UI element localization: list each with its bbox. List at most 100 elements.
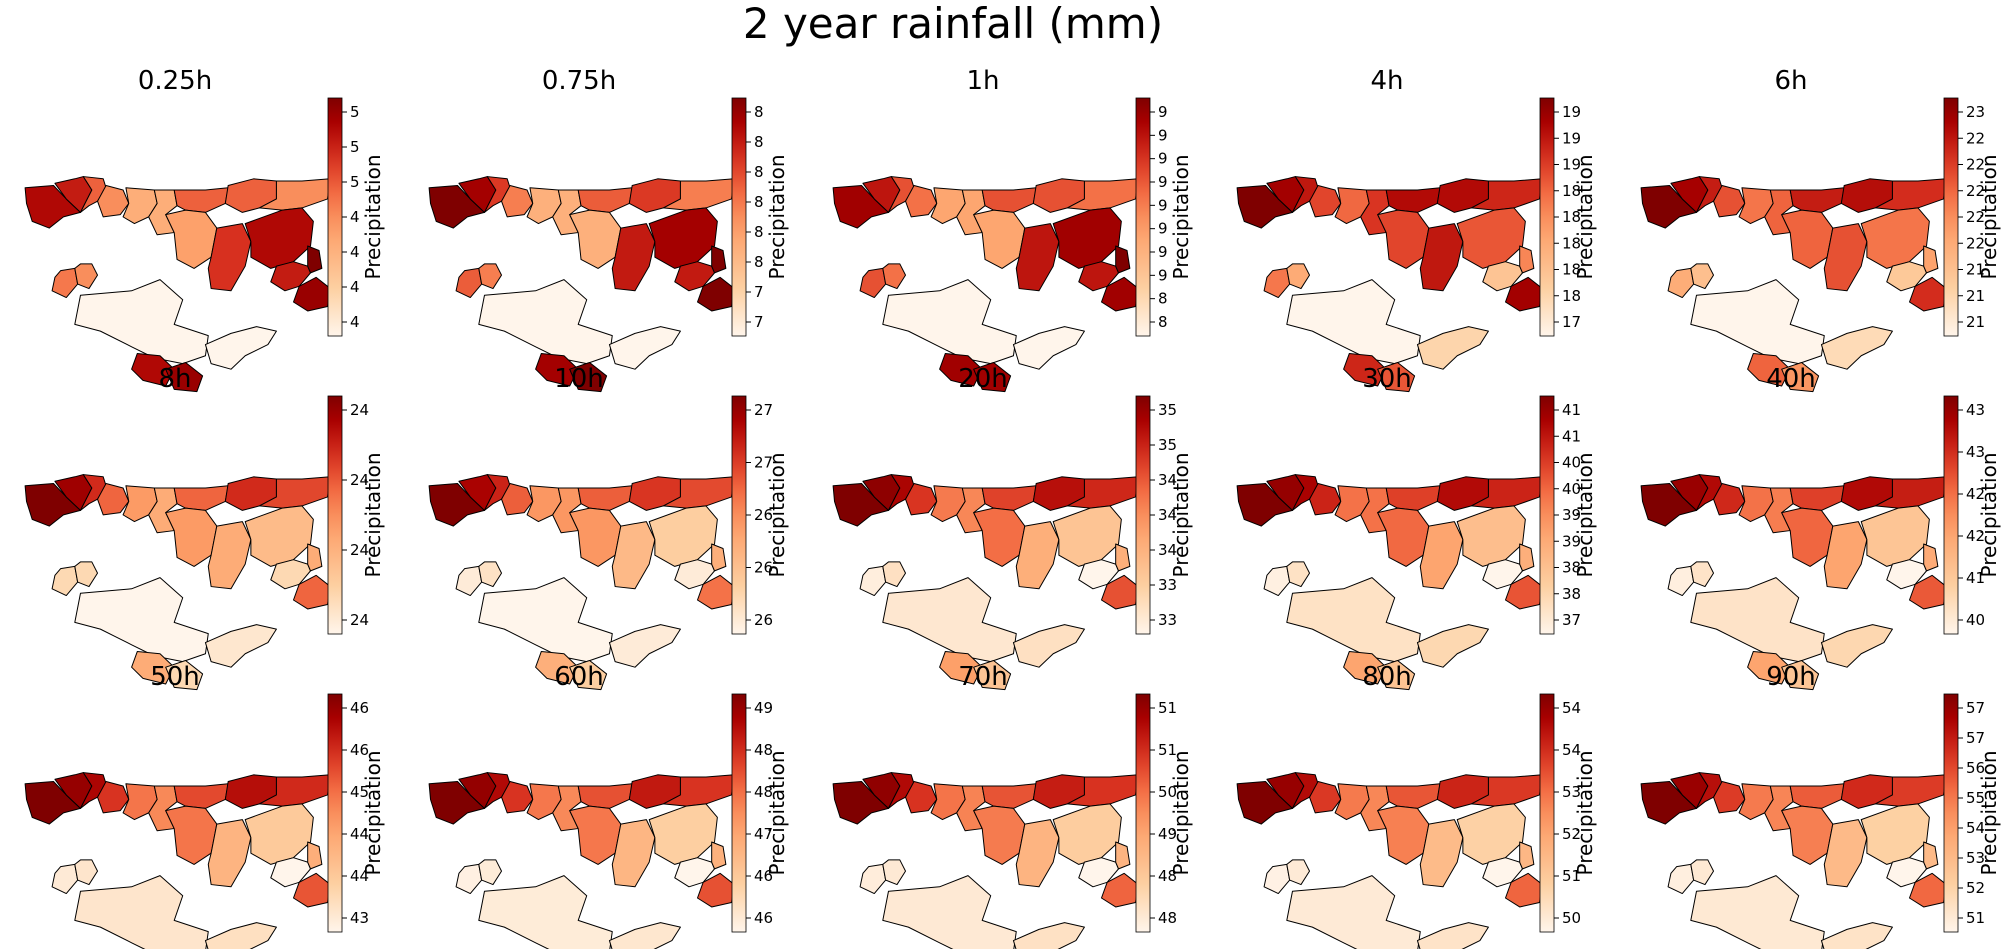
panel-title: 1h <box>966 66 1000 96</box>
region-polygon <box>1520 544 1534 571</box>
region-polygon <box>1824 224 1867 291</box>
colorbar-tick-label: 21 <box>1966 313 1985 331</box>
colorbar-tick-label: 18 <box>1562 182 1581 200</box>
region-polygon <box>1483 262 1523 291</box>
figure-title: 2 year rainfall (mm) <box>742 0 1164 48</box>
region-polygon <box>166 362 203 391</box>
colorbar-tick-label: 49 <box>754 699 773 717</box>
colorbar-tick-label: 21 <box>1966 261 1985 279</box>
colorbar-tick-label: 51 <box>1562 867 1581 885</box>
region-polygon <box>75 578 208 662</box>
region-polygon <box>1691 280 1824 364</box>
region-polygon <box>1344 652 1387 684</box>
colorbar-label: Precipitation <box>361 750 385 875</box>
region-polygon <box>75 876 208 949</box>
colorbar-tick-label: 48 <box>1158 909 1177 927</box>
colorbar-tick-label: 48 <box>754 741 773 759</box>
region-polygon <box>208 820 251 887</box>
region-polygon <box>479 280 612 364</box>
region-polygon <box>612 522 655 589</box>
colorbar <box>1539 97 1555 337</box>
colorbar-tick-label: 7 <box>754 313 764 331</box>
region-polygon <box>25 782 80 825</box>
colorbar-tick-label: 40 <box>1562 480 1581 498</box>
colorbar <box>731 395 747 635</box>
region-polygon <box>1420 522 1463 589</box>
region-polygon <box>982 784 1036 809</box>
region-polygon <box>1714 186 1745 217</box>
region-polygon <box>612 820 655 887</box>
region-polygon <box>75 264 98 289</box>
region-polygon <box>1016 820 1059 887</box>
region-polygon <box>166 210 217 268</box>
colorbar-label: Precipitation <box>361 154 385 279</box>
region-polygon <box>1292 475 1318 511</box>
region-polygon <box>293 873 330 907</box>
region-polygon <box>25 186 80 229</box>
colorbar-tick-label: 35 <box>1158 436 1177 454</box>
colorbar-tick-label: 38 <box>1562 585 1581 603</box>
colorbar-tick-label: 45 <box>350 783 369 801</box>
region-polygon <box>1344 354 1387 386</box>
panel-title: 6h <box>1774 66 1808 96</box>
region-polygon <box>1053 208 1121 268</box>
region-polygon <box>1748 354 1791 386</box>
panel-title: 20h <box>958 364 1008 394</box>
region-polygon <box>1310 186 1341 217</box>
region-polygon <box>1116 544 1130 571</box>
region-polygon <box>860 268 886 297</box>
region-polygon <box>502 484 533 515</box>
region-polygon <box>1287 578 1420 662</box>
region-polygon <box>940 652 983 684</box>
colorbar-tick-label: 44 <box>350 867 369 885</box>
panel-title: 0.75h <box>541 66 617 96</box>
region-polygon <box>1386 188 1440 213</box>
region-polygon <box>1909 873 1946 907</box>
region-polygon <box>456 864 482 893</box>
region-polygon <box>697 575 734 609</box>
map-svg: 21 21 21 22 22 22 22 22 23 Precipitation <box>1616 97 2001 352</box>
colorbar-tick-label: 9 <box>1158 150 1168 168</box>
region-polygon <box>833 484 888 527</box>
region-polygon <box>1821 327 1892 370</box>
region-polygon <box>1101 873 1138 907</box>
region-polygon <box>1782 660 1819 689</box>
region-polygon <box>271 560 311 589</box>
region-polygon <box>80 475 106 511</box>
panel-title: 4h <box>1370 66 1404 96</box>
region-polygon <box>1053 506 1121 566</box>
colorbar-tick-label: 19 <box>1562 156 1581 174</box>
colorbar-tick-label: 9 <box>1158 266 1168 284</box>
region-polygon <box>308 544 322 571</box>
region-polygon <box>982 486 1036 511</box>
region-polygon <box>1641 484 1696 527</box>
region-polygon <box>1457 506 1525 566</box>
colorbar-tick-label: 22 <box>1966 129 1985 147</box>
region-polygon <box>245 506 313 566</box>
region-polygon <box>1457 208 1525 268</box>
colorbar-tick-label: 33 <box>1158 576 1177 594</box>
region-polygon <box>1924 246 1938 273</box>
region-polygon <box>502 186 533 217</box>
panel-title: 80h <box>1362 662 1412 692</box>
region-polygon <box>1821 625 1892 668</box>
region-polygon <box>245 804 313 864</box>
colorbar-tick-label: 17 <box>1562 313 1581 331</box>
region-polygon <box>1691 578 1824 662</box>
region-polygon <box>906 484 937 515</box>
region-polygon <box>75 860 98 885</box>
colorbar-label: Precipitation <box>1169 154 1193 279</box>
colorbar-tick-label: 40 <box>1562 454 1581 472</box>
map-panel: 50h 43 44 44 45 46 46 Precipitation <box>0 658 400 949</box>
colorbar-label: Precipitation <box>361 452 385 577</box>
colorbar <box>1943 693 1959 933</box>
colorbar-tick-label: 42 <box>1966 527 1985 545</box>
region-polygon <box>166 660 203 689</box>
region-polygon <box>1264 566 1290 595</box>
colorbar-tick-label: 34 <box>1158 541 1177 559</box>
map-panel: 10h 26 26 26 27 27 Precipitation <box>404 360 804 650</box>
colorbar-tick-label: 38 <box>1562 559 1581 577</box>
region-polygon <box>940 354 983 386</box>
colorbar-tick-label: 26 <box>754 506 773 524</box>
region-polygon <box>484 475 510 511</box>
